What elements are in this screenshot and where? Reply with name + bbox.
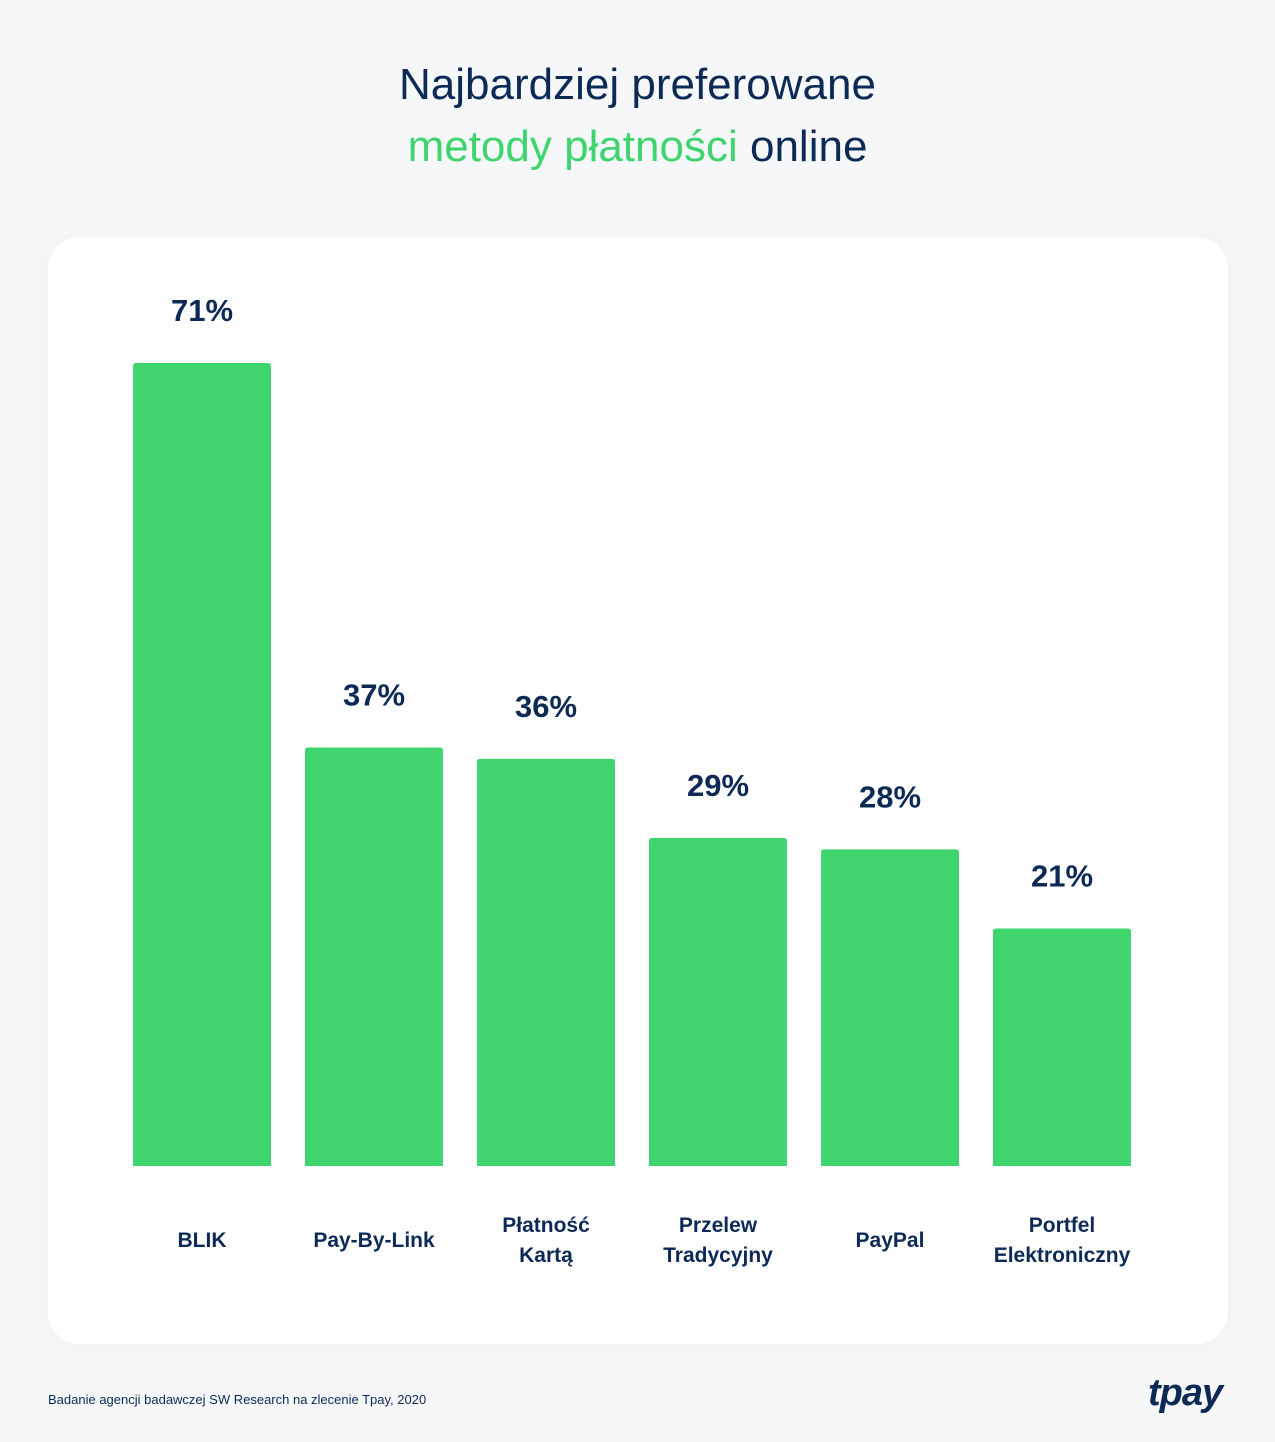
- title-line-1: Najbardziej preferowane: [399, 60, 876, 109]
- category-label: Płatność: [502, 1214, 590, 1237]
- category-label: Elektroniczny: [994, 1244, 1131, 1267]
- category-label: Przelew: [679, 1214, 758, 1237]
- category-label: Portfel: [1029, 1214, 1096, 1237]
- title-highlight: metody płatności: [407, 122, 738, 171]
- value-label: 36%: [515, 689, 577, 724]
- bar-5: [993, 928, 1131, 1166]
- category-label: Pay-By-Link: [313, 1229, 435, 1252]
- chart-title: Najbardziej preferowane metody płatności…: [0, 54, 1275, 178]
- value-label: 28%: [859, 779, 921, 814]
- bar-2: [477, 758, 615, 1166]
- source-note: Badanie agencji badawczej SW Research na…: [48, 1392, 427, 1407]
- bar-0: [133, 363, 271, 1166]
- value-label: 71%: [171, 293, 233, 328]
- category-label: Kartą: [519, 1244, 573, 1267]
- value-label: 21%: [1031, 858, 1093, 893]
- bar-3: [649, 838, 787, 1166]
- bar-4: [821, 849, 959, 1166]
- category-label: BLIK: [178, 1229, 227, 1252]
- category-label: PayPal: [856, 1229, 925, 1252]
- tpay-logo: tpay: [1148, 1372, 1223, 1414]
- title-rest: online: [737, 122, 868, 171]
- category-label: Tradycyjny: [663, 1244, 773, 1267]
- bar-1: [305, 747, 443, 1166]
- value-label: 29%: [687, 768, 749, 803]
- value-label: 37%: [343, 678, 405, 713]
- title-line-2: metody płatności online: [0, 116, 1275, 178]
